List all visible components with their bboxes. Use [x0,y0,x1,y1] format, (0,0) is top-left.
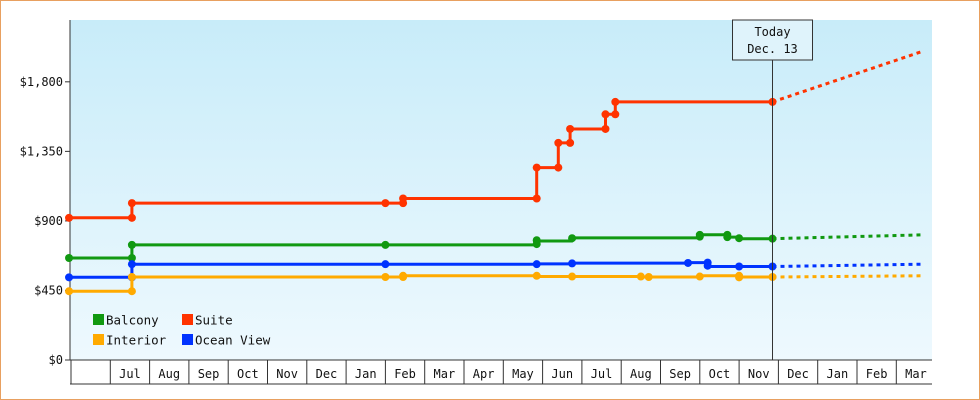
x-tick-label: Jul [119,367,141,381]
data-point [601,110,610,119]
data-point [127,199,136,208]
series-suite [65,49,925,222]
legend-item-balcony: Balcony [93,313,159,328]
data-point [644,273,653,282]
data-point [532,163,541,172]
data-point [127,254,136,262]
data-point [554,163,563,172]
data-point [127,213,136,222]
data-point [65,287,74,296]
series-balcony [65,230,924,262]
data-point [65,273,74,282]
x-tick-label: Feb [394,367,416,381]
x-tick-label: Jul [591,367,613,381]
legend-item-interior: Interior [93,333,167,348]
x-tick-label: Nov [748,367,770,381]
legend-swatch [182,334,193,345]
series-lines [65,49,925,296]
x-tick-label: Nov [276,367,298,381]
data-point [695,230,704,239]
data-point [735,273,744,282]
y-tick-label: $450 [34,283,63,297]
legend-swatch [93,334,104,345]
data-point [127,287,136,296]
x-tick-label: Feb [866,367,888,381]
data-point [381,240,390,249]
today-callout-box [732,19,814,61]
y-tick-label: $1,350 [20,144,63,158]
x-tick-label: Dec [787,367,809,381]
series-forecast-line [772,262,924,268]
data-point [65,213,74,222]
series-forecast-line [772,274,924,279]
data-point [532,194,541,203]
x-tick-label: Oct [237,367,259,381]
data-point [566,138,575,147]
y-axis: $0 $450 $900 $1,350 $1,800 [20,20,71,367]
x-tick-label: Aug [630,367,652,381]
data-point [735,262,744,271]
legend: Balcony Interior Suite Ocean View [93,313,271,348]
today-callout-line2: Dec. 13 [747,42,798,56]
x-tick-label: Jan [827,367,849,381]
legend-item-suite: Suite [182,313,233,328]
legend-label: Suite [195,313,233,328]
data-point [611,97,620,106]
data-point [568,234,577,243]
data-point [399,271,408,280]
data-point [566,124,575,133]
x-tick-label: Dec [316,367,338,381]
data-point [568,272,577,281]
data-point [532,236,541,245]
series-ocean-view [65,258,924,282]
series-interior [65,271,924,296]
x-tick-label: Apr [473,367,495,381]
legend-swatch [93,314,104,325]
data-point [568,259,577,268]
data-point [532,271,541,280]
series-forecast-line [772,233,924,241]
legend-label: Balcony [106,313,159,328]
data-point [127,240,136,249]
data-point [532,260,541,269]
x-tick-label: Jun [551,367,573,381]
y-tick-label: $900 [34,214,63,228]
data-point [735,234,744,243]
y-tick-label: $0 [49,353,63,367]
data-point [703,261,712,270]
x-tick-label: May [512,367,534,381]
data-point [381,260,390,269]
data-point [601,124,610,133]
legend-item-ocean-view: Ocean View [182,333,271,348]
legend-label: Ocean View [195,333,271,348]
x-tick-label: Sep [198,367,220,381]
x-tick-label: Aug [158,367,180,381]
data-point [684,258,693,267]
legend-swatch [182,314,193,325]
x-tick-label: Jan [355,367,377,381]
data-point [554,138,563,147]
data-point [381,273,390,282]
data-point [127,260,136,269]
x-axis: Jul Aug Sep Oct Nov Dec Jan Feb Mar Apr May Jun Jul A… [70,359,932,385]
data-point [381,199,390,208]
data-point [636,272,645,281]
legend-label: Interior [106,333,167,348]
plot-area [70,20,932,360]
x-tick-label: Oct [709,367,731,381]
data-point [695,272,704,281]
data-point [65,254,74,262]
data-point [127,273,136,282]
y-tick-label: $1,800 [20,75,63,89]
data-point [611,110,620,119]
x-tick-label: Mar [905,367,927,381]
series-forecast-line [772,49,925,104]
x-tick-label: Sep [669,367,691,381]
x-tick-label: Mar [434,367,456,381]
today-marker: Today Dec. 13 [732,19,814,360]
data-point [399,194,408,203]
data-point [723,233,732,242]
today-callout-line1: Today [754,25,790,39]
